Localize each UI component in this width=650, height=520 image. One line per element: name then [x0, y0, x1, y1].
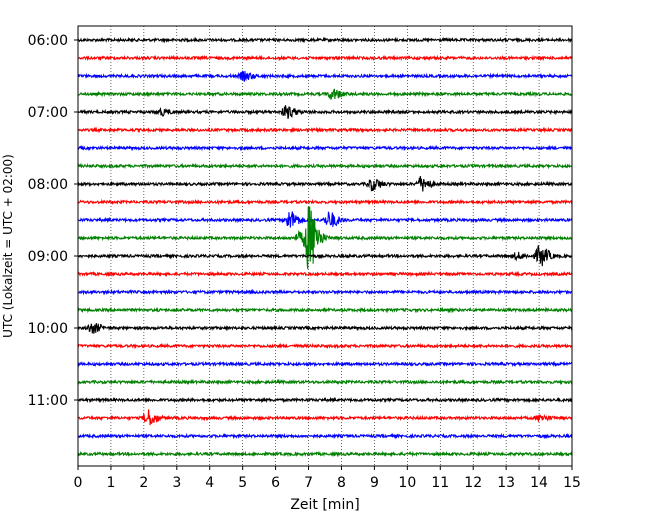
x-tick-label: 11	[431, 475, 449, 491]
x-tick-label: 15	[563, 475, 581, 491]
trace-group	[77, 36, 573, 458]
y-axis-label: UTC (Lokalzeit = UTC + 02:00)	[1, 154, 15, 338]
x-tick-label: 10	[398, 475, 416, 491]
trace-line	[77, 342, 573, 350]
trace-line	[77, 126, 573, 134]
x-tick-label: 3	[172, 475, 181, 491]
y-tick-label: 10:00	[28, 321, 68, 337]
x-tick-label: 4	[205, 475, 214, 491]
trace-line	[77, 270, 573, 278]
x-tick-label: 8	[337, 475, 346, 491]
x-axis-label: Zeit [min]	[290, 497, 359, 513]
y-axis-ticks: 06:00 07:00 08:00 09:00 10:00 11:00	[28, 33, 78, 409]
trace-line	[77, 409, 573, 426]
trace-line	[77, 70, 573, 82]
x-tick-label: 5	[238, 475, 247, 491]
x-tick-label: 9	[370, 475, 379, 491]
trace-line	[77, 162, 573, 170]
vertical-grid	[110, 26, 540, 466]
y-tick-label: 08:00	[28, 177, 68, 193]
x-tick-label: 1	[106, 475, 115, 491]
trace-line	[77, 105, 573, 119]
trace-line	[77, 378, 573, 386]
trace-line	[77, 175, 573, 192]
trace-line	[77, 54, 573, 62]
x-tick-label: 13	[497, 475, 515, 491]
x-axis-ticks: 0 1 2 3 4 5 6 7 8 9 10 11 12 13 14 15	[74, 466, 581, 491]
trace-line	[77, 206, 573, 270]
x-tick-label: 6	[271, 475, 280, 491]
trace-line	[77, 396, 573, 404]
y-tick-label: 06:00	[28, 33, 68, 49]
x-tick-label: 2	[139, 475, 148, 491]
trace-line	[77, 432, 573, 440]
x-tick-label: 7	[304, 475, 313, 491]
trace-line	[77, 288, 573, 296]
x-tick-label: 0	[74, 475, 83, 491]
trace-line	[77, 198, 573, 206]
y-tick-label: 07:00	[28, 105, 68, 121]
trace-line	[77, 450, 573, 458]
trace-line	[77, 88, 573, 100]
trace-line	[77, 323, 573, 334]
y-tick-label: 11:00	[28, 393, 68, 409]
x-tick-label: 14	[530, 475, 548, 491]
trace-line	[77, 211, 573, 228]
x-tick-label: 12	[464, 475, 482, 491]
trace-line	[77, 360, 573, 368]
trace-line	[77, 306, 573, 314]
trace-line	[77, 144, 573, 152]
trace-line	[77, 36, 573, 44]
trace-line	[77, 245, 573, 267]
plot-frame	[77, 25, 573, 467]
y-tick-label: 09:00	[28, 249, 68, 265]
